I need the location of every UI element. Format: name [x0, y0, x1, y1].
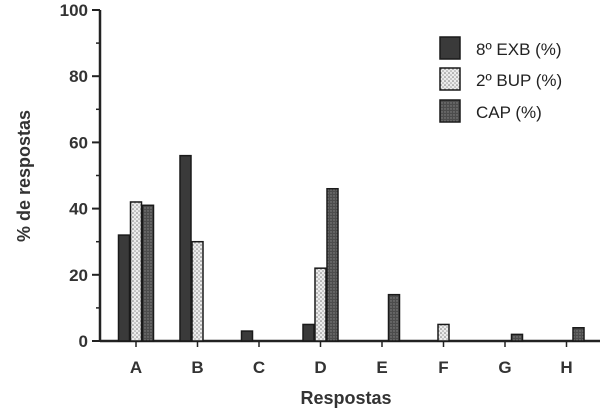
bar-exb-c	[240, 330, 254, 342]
x-tick-label: B	[191, 358, 203, 377]
y-tick-label: 100	[60, 1, 88, 20]
x-tick-label: C	[253, 358, 265, 377]
legend-label: 8º EXB (%)	[476, 40, 562, 59]
bar-cap-a	[141, 204, 155, 342]
legend-label: CAP (%)	[476, 103, 542, 122]
bar-bup-d	[314, 267, 327, 342]
x-tick-label: F	[438, 358, 448, 377]
y-tick-label: 80	[69, 67, 88, 86]
bar-exb-b	[179, 154, 192, 342]
bar-exb-d	[302, 323, 315, 342]
x-tick-label: G	[498, 358, 511, 377]
legend-swatch-cap	[439, 99, 461, 123]
legend-swatch-bup	[439, 67, 461, 91]
y-tick-label: 60	[69, 133, 88, 152]
y-tick-label: 40	[69, 200, 88, 219]
bar-bup-a	[129, 201, 143, 342]
bars	[117, 154, 585, 342]
y-axis-title: % de respostas	[14, 110, 34, 242]
bar-bup-b	[191, 240, 204, 342]
legend-swatch-exb	[439, 36, 461, 60]
x-tick-label: H	[560, 358, 572, 377]
bar-bup-f	[437, 323, 450, 342]
bar-cap-g	[510, 333, 524, 342]
y-tick-label: 20	[69, 266, 88, 285]
x-tick-label: A	[130, 358, 142, 377]
y-tick-label: 0	[79, 332, 88, 351]
y-ticks: 0 20 40 60 80 100	[60, 1, 100, 351]
legend: 8º EXB (%) 2º BUP (%) CAP (%)	[439, 36, 562, 123]
bar-cap-e	[387, 293, 401, 342]
x-ticks: A B C D E F G H	[130, 341, 573, 377]
legend-label: 2º BUP (%)	[476, 71, 562, 90]
x-tick-label: D	[314, 358, 326, 377]
x-tick-label: E	[376, 358, 387, 377]
x-axis-title: Respostas	[300, 388, 391, 408]
bar-exb-a	[117, 234, 131, 342]
bar-cap-d	[326, 187, 339, 342]
bar-cap-h	[572, 327, 585, 342]
